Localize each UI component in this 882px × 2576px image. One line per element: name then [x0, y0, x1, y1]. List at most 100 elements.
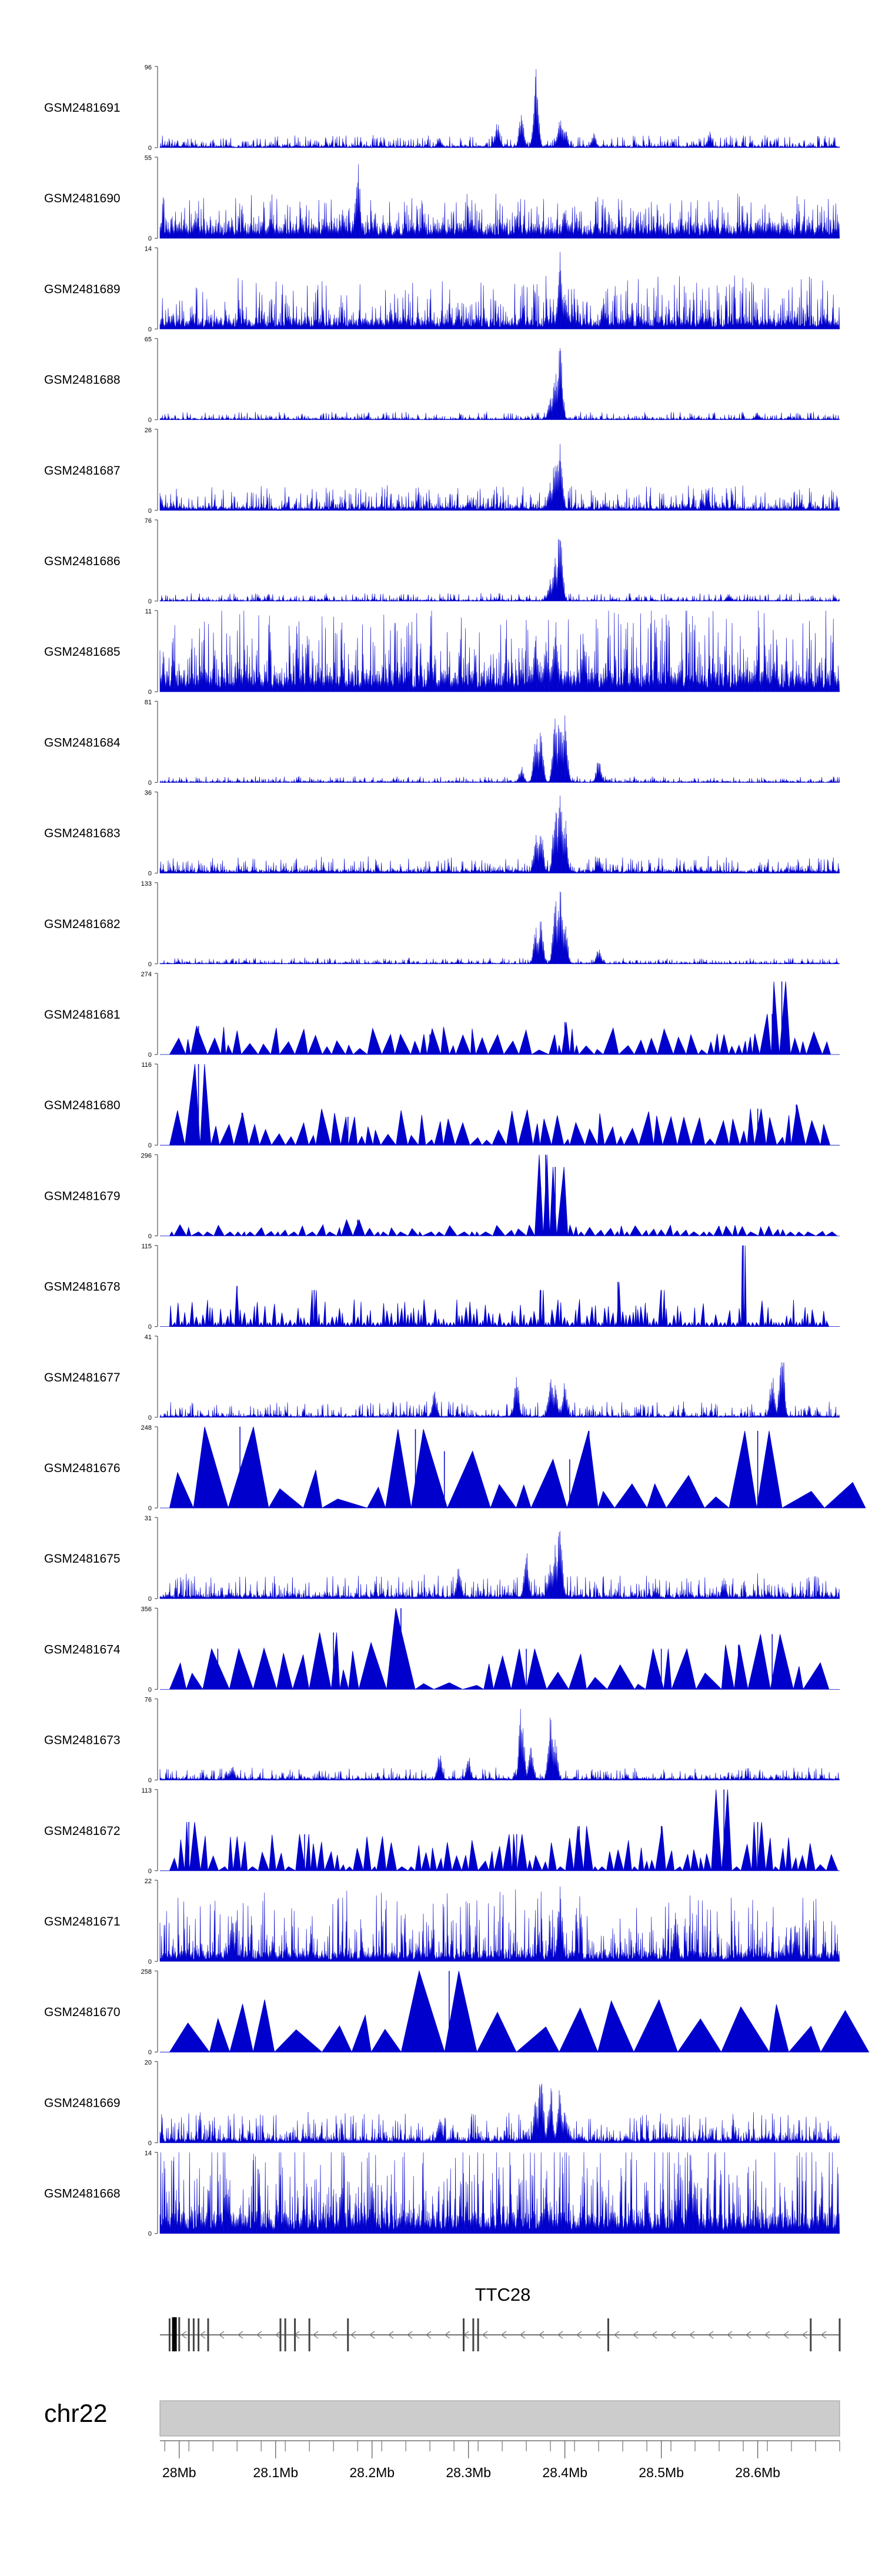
track-GSM2481669: GSM2481669 20 0: [44, 2059, 840, 2147]
gene-exon: [477, 2318, 479, 2351]
y-tick-label-min: 0: [148, 1596, 152, 1603]
coverage-signal: [159, 1531, 840, 1600]
strand-arrow: [726, 2331, 733, 2339]
gene-exon: [188, 2318, 190, 2351]
strand-arrow: [745, 2331, 751, 2339]
x-tick-label: 28.6Mb: [735, 2465, 780, 2480]
coverage-signal: [159, 610, 840, 692]
track-label: GSM2481683: [44, 827, 121, 840]
y-tick-label-max: 14: [145, 2150, 152, 2157]
track-GSM2481676: GSM2481676 248 0: [44, 1424, 866, 1512]
y-tick-label-max: 81: [145, 699, 152, 706]
y-tick-label-min: 0: [148, 1868, 152, 1875]
strand-arrow: [538, 2331, 544, 2339]
strand-arrow: [275, 2331, 281, 2339]
strand-arrow: [820, 2331, 827, 2339]
y-tick-label-min: 0: [148, 1324, 152, 1331]
y-tick-label-max: 31: [145, 1515, 152, 1522]
track-label: GSM2481675: [44, 1552, 121, 1566]
track-label: GSM2481679: [44, 1189, 121, 1203]
track-GSM2481679: GSM2481679 296 0: [44, 1152, 840, 1240]
coverage-signal: [160, 1608, 840, 1690]
track-GSM2481670: GSM2481670 258 0: [44, 1968, 870, 2056]
strand-arrow: [387, 2331, 394, 2339]
track-GSM2481675: GSM2481675 31 0: [44, 1515, 840, 1603]
y-tick-label-max: 356: [141, 1606, 152, 1613]
track-GSM2481671: GSM2481671 22 0: [44, 1878, 840, 1966]
coverage-signal: [160, 981, 840, 1056]
track-label: GSM2481668: [44, 2187, 121, 2201]
track-GSM2481682: GSM2481682 133 0: [44, 880, 840, 968]
y-tick-label-max: 115: [141, 1243, 152, 1250]
strand-arrow: [199, 2331, 206, 2339]
coverage-signal: [159, 1709, 840, 1781]
strand-arrow: [613, 2331, 620, 2339]
y-tick-label-max: 296: [141, 1152, 152, 1159]
strand-arrow: [651, 2331, 657, 2339]
y-tick-label-min: 0: [148, 326, 152, 333]
coverage-signal: [160, 1789, 840, 1872]
y-tick-label-min: 0: [148, 1414, 152, 1422]
coverage-signal: [159, 443, 840, 511]
y-tick-label-min: 0: [148, 1777, 152, 1784]
x-tick-label: 28.5Mb: [639, 2465, 684, 2480]
chromosome-label: chr22: [44, 2400, 108, 2428]
y-tick-label-max: 113: [141, 1787, 152, 1794]
y-tick-label-min: 0: [148, 1233, 152, 1240]
coverage-signal: [160, 1154, 840, 1237]
gene-exon: [308, 2318, 310, 2351]
track-label: GSM2481674: [44, 1643, 121, 1656]
strand-arrow: [256, 2331, 262, 2339]
gene-exon: [178, 2317, 181, 2351]
gene-exon: [284, 2318, 286, 2351]
strand-arrow: [500, 2331, 507, 2339]
track-GSM2481690: GSM2481690 55 0: [44, 155, 840, 242]
strand-arrow: [350, 2331, 356, 2339]
y-tick-label-min: 0: [148, 235, 152, 242]
y-tick-label-max: 65: [145, 336, 152, 343]
y-tick-label-min: 0: [148, 961, 152, 968]
track-GSM2481681: GSM2481681 274 0: [44, 971, 840, 1059]
y-tick-label-min: 0: [148, 689, 152, 696]
y-tick-label-min: 0: [148, 870, 152, 877]
strand-arrow: [707, 2331, 714, 2339]
y-tick-label-min: 0: [148, 508, 152, 515]
y-tick-label-min: 0: [148, 2231, 152, 2238]
track-GSM2481684: GSM2481684 81 0: [44, 699, 840, 786]
gene-exon: [347, 2318, 349, 2351]
track-GSM2481673: GSM2481673 76 0: [44, 1697, 840, 1784]
track-label: GSM2481687: [44, 464, 121, 478]
track-GSM2481678: GSM2481678 115 0: [44, 1243, 840, 1331]
y-tick-label-min: 0: [148, 1142, 152, 1149]
track-label: GSM2481682: [44, 917, 121, 931]
track-GSM2481687: GSM2481687 26 0: [44, 427, 840, 515]
strand-arrow: [764, 2331, 770, 2339]
y-tick-label-min: 0: [148, 2140, 152, 2147]
strand-arrow: [237, 2331, 243, 2339]
track-label: GSM2481676: [44, 1461, 121, 1475]
gene-exon: [838, 2318, 841, 2351]
gene-exon: [607, 2318, 609, 2351]
coverage-signal: [159, 539, 840, 602]
coverage-signal: [159, 1886, 840, 1962]
strand-arrow: [783, 2331, 789, 2339]
gene-exon: [198, 2318, 200, 2351]
gene-exon: [294, 2318, 296, 2351]
track-label: GSM2481681: [44, 1008, 121, 1022]
strand-arrow: [331, 2331, 338, 2339]
gene-exon: [172, 2317, 177, 2351]
track-label: GSM2481669: [44, 2096, 121, 2110]
track-label: GSM2481672: [44, 1824, 121, 1838]
track-label: GSM2481686: [44, 555, 121, 568]
strand-arrow: [801, 2331, 808, 2339]
y-tick-label-min: 0: [148, 598, 152, 605]
coverage-signal: [159, 252, 840, 329]
y-tick-label-min: 0: [148, 1958, 152, 1966]
track-label: GSM2481680: [44, 1099, 121, 1112]
track-label: GSM2481688: [44, 373, 121, 387]
strand-arrow: [670, 2331, 676, 2339]
y-tick-label-max: 96: [145, 64, 152, 71]
strand-arrow: [557, 2331, 563, 2339]
strand-arrow: [425, 2331, 432, 2339]
